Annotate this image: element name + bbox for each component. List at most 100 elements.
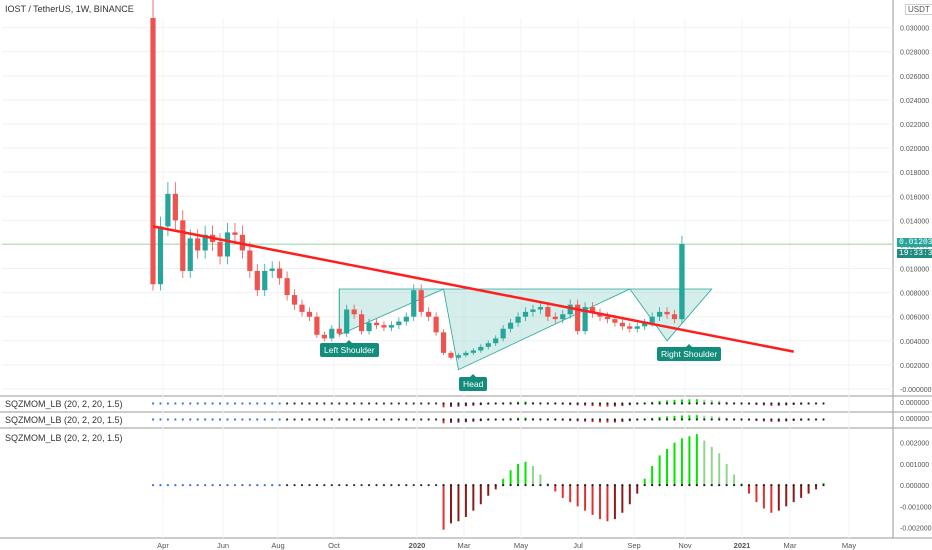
- squeeze-dot: [598, 402, 602, 405]
- candle-body: [247, 250, 253, 271]
- squeeze-dot: [613, 484, 617, 487]
- squeeze-dot: [814, 402, 818, 405]
- osc-tick-label: 0.000000: [900, 416, 929, 423]
- price-tick-label: 0.018000: [900, 170, 929, 177]
- squeeze-dot: [442, 402, 445, 405]
- squeeze-dot: [204, 418, 207, 421]
- candle-body: [269, 268, 275, 271]
- squeeze-dot: [286, 484, 289, 487]
- squeeze-dot: [449, 418, 453, 421]
- time-tick-label: Oct: [328, 541, 341, 550]
- squeeze-dot: [531, 484, 535, 487]
- price-tick-label: 0.022000: [900, 122, 929, 129]
- squeeze-dot: [457, 484, 460, 487]
- squeeze-dot: [300, 402, 304, 405]
- squeeze-dot: [688, 418, 691, 421]
- squeeze-dot: [233, 484, 237, 487]
- candle-body: [157, 226, 164, 285]
- squeeze-dot: [174, 484, 177, 487]
- time-tick-label: 2020: [409, 541, 426, 550]
- candle-body: [619, 322, 625, 327]
- squeeze-dot: [561, 402, 564, 405]
- squeeze-dot: [353, 402, 356, 405]
- indicator-label-2: SQZMOM_LB (20, 2, 20, 1.5): [5, 415, 123, 425]
- time-tick-label: Aug: [271, 541, 284, 550]
- squeeze-dot: [740, 484, 743, 487]
- squeeze-dot: [449, 484, 453, 487]
- squeeze-dot: [546, 418, 549, 421]
- squeeze-dot: [166, 418, 169, 421]
- squeeze-dot: [226, 402, 229, 405]
- squeeze-dot: [360, 402, 363, 405]
- squeeze-dot: [263, 418, 266, 421]
- squeeze-dot: [330, 484, 333, 487]
- price-tick-label: -0.000000: [900, 387, 932, 394]
- candle-body: [508, 322, 514, 329]
- squeeze-dot: [643, 402, 646, 405]
- squeeze-dot: [807, 418, 810, 421]
- squeeze-dot: [673, 484, 676, 487]
- squeeze-dot: [278, 418, 281, 421]
- squeeze-dot: [323, 484, 326, 487]
- squeeze-dot: [181, 484, 184, 487]
- candle-body: [336, 328, 342, 334]
- squeeze-dot: [390, 418, 393, 421]
- squeeze-dot: [293, 484, 296, 487]
- squeeze-dot: [420, 418, 423, 421]
- squeeze-dot: [591, 402, 594, 405]
- squeeze-dot: [427, 402, 430, 405]
- candle-body: [172, 193, 178, 221]
- squeeze-dot: [740, 402, 743, 405]
- squeeze-dot: [360, 418, 363, 421]
- squeeze-dot: [226, 418, 229, 421]
- squeeze-dot: [338, 402, 341, 405]
- squeeze-dot: [651, 484, 654, 487]
- squeeze-dot: [822, 484, 825, 487]
- squeeze-dot: [338, 484, 341, 487]
- candle-body: [582, 307, 588, 332]
- squeeze-dot: [345, 484, 348, 487]
- squeeze-dot: [442, 418, 445, 421]
- candle-body: [299, 304, 305, 312]
- squeeze-dot: [703, 484, 706, 487]
- squeeze-dot: [420, 484, 423, 487]
- squeeze-dot: [286, 418, 289, 421]
- squeeze-dot: [531, 402, 535, 405]
- squeeze-dot: [181, 418, 184, 421]
- indicator-label-3: SQZMOM_LB (20, 2, 20, 1.5): [5, 433, 123, 443]
- squeeze-dot: [367, 418, 371, 421]
- squeeze-dot: [755, 418, 758, 421]
- candle-body: [224, 232, 231, 257]
- squeeze-dot: [345, 418, 348, 421]
- candle-body: [277, 268, 283, 279]
- last-candle-body: [679, 244, 685, 320]
- squeeze-dot: [278, 402, 281, 405]
- squeeze-dot: [256, 484, 259, 487]
- squeeze-dot: [516, 418, 520, 421]
- candle-body: [463, 352, 469, 356]
- squeeze-dot: [524, 418, 527, 421]
- squeeze-dot: [487, 402, 490, 405]
- squeeze-dot: [688, 484, 691, 487]
- candle-body: [150, 18, 156, 285]
- candle-body: [664, 311, 670, 315]
- squeeze-dot: [658, 402, 661, 405]
- squeeze-dot: [561, 484, 564, 487]
- squeeze-dot: [323, 418, 326, 421]
- time-tick-label: Apr: [157, 541, 169, 550]
- squeeze-dot: [360, 484, 363, 487]
- squeeze-dot: [315, 418, 318, 421]
- candle-body: [418, 290, 424, 312]
- candle-body: [351, 309, 357, 315]
- squeeze-dot: [427, 484, 430, 487]
- squeeze-dot: [211, 402, 214, 405]
- squeeze-dot: [680, 418, 684, 421]
- squeeze-dot: [427, 418, 430, 421]
- price-unit[interactable]: USDT: [905, 4, 932, 15]
- squeeze-dot: [390, 484, 393, 487]
- squeeze-dot: [375, 402, 378, 405]
- squeeze-dot: [569, 402, 572, 405]
- squeeze-dot: [196, 418, 199, 421]
- squeeze-dot: [457, 402, 460, 405]
